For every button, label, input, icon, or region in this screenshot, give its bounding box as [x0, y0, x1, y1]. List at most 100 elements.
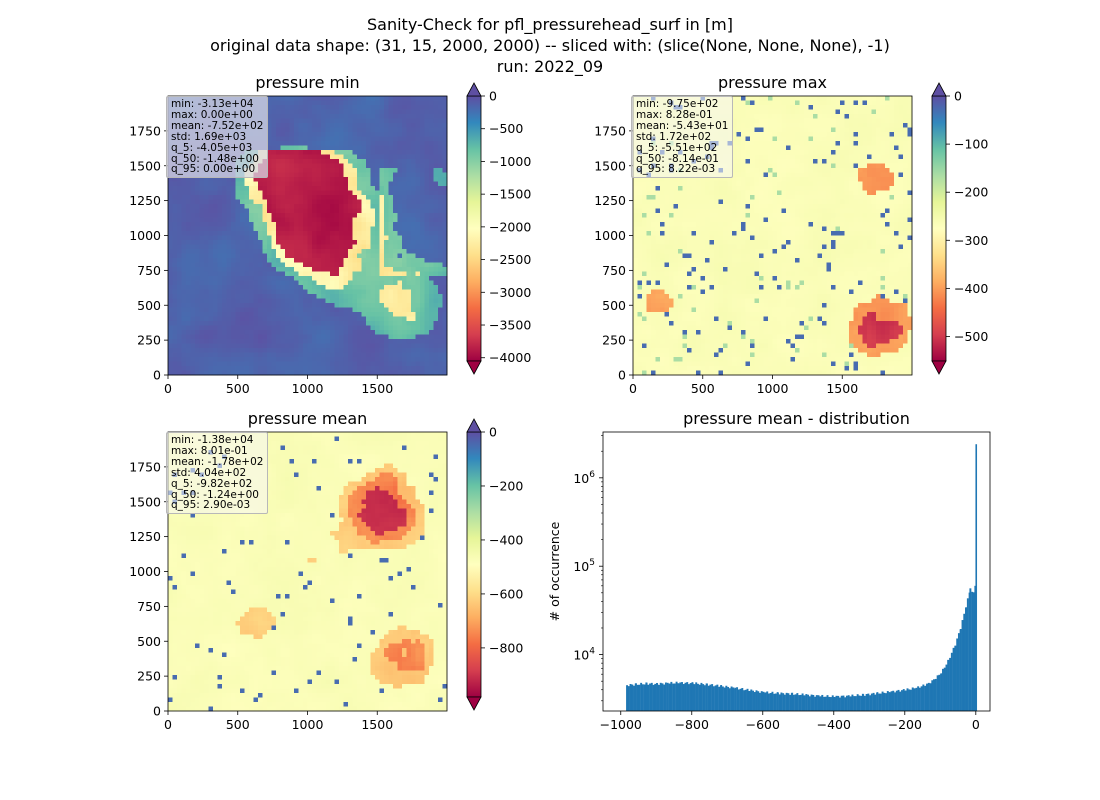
heatmap-cell — [235, 190, 241, 196]
heatmap-cell — [781, 159, 787, 164]
heatmap-cell — [307, 307, 313, 313]
heatmap-cell — [352, 321, 358, 326]
heatmap-cell — [222, 208, 227, 214]
heatmap-cell — [357, 235, 362, 241]
heatmap-cell — [889, 163, 895, 169]
heatmap-cell — [867, 163, 872, 169]
heatmap-cell — [379, 357, 385, 362]
heatmap-cell — [235, 244, 241, 250]
heatmap-cell — [213, 177, 218, 182]
heatmap-cell — [285, 271, 290, 277]
heatmap-cell — [411, 366, 416, 371]
heatmap-cell — [339, 370, 344, 376]
heatmap-cell — [813, 109, 818, 115]
heatmap-cell — [397, 226, 403, 232]
heatmap-cell — [244, 226, 250, 232]
heatmap-cell — [244, 181, 250, 187]
heatmap-cell — [172, 276, 178, 281]
heatmap-cell — [370, 235, 376, 241]
heatmap-cell — [199, 330, 205, 335]
heatmap-cell — [433, 316, 439, 322]
heatmap-cell — [804, 132, 809, 137]
heatmap-cell — [307, 253, 313, 259]
heatmap-cell — [424, 168, 430, 173]
heatmap-cell — [402, 271, 407, 277]
heatmap-cell — [894, 114, 899, 119]
heatmap-cell — [343, 96, 349, 101]
heatmap-cell — [208, 303, 214, 308]
heatmap-cell — [267, 289, 272, 295]
heatmap-cell — [384, 204, 389, 209]
heatmap-cell — [903, 163, 908, 169]
heatmap-cell — [424, 118, 430, 124]
heatmap-cell — [781, 127, 787, 133]
heatmap-cell — [429, 330, 434, 335]
heatmap-cell — [433, 145, 439, 151]
heatmap-cell — [858, 159, 863, 164]
heatmap-cell — [894, 127, 899, 133]
heatmap-cell — [808, 114, 814, 119]
heatmap-cell — [357, 285, 362, 290]
heatmap-cell — [204, 357, 209, 362]
heatmap-cell — [271, 334, 277, 340]
heatmap-cell — [361, 262, 367, 268]
heatmap-cell — [795, 118, 800, 124]
heatmap-cell — [186, 366, 191, 371]
heatmap-cell — [177, 307, 182, 313]
heatmap-cell — [298, 249, 304, 254]
heatmap-cell — [754, 136, 760, 142]
heatmap-cell — [294, 231, 299, 236]
heatmap-cell — [285, 177, 290, 182]
heatmap-cell — [442, 226, 448, 232]
heatmap-cell — [411, 109, 416, 115]
heatmap-cell — [876, 136, 881, 142]
heatmap-cell — [903, 123, 908, 128]
heatmap-cell — [357, 168, 362, 173]
heatmap-cell — [849, 154, 854, 160]
heatmap-cell — [334, 307, 340, 313]
heatmap-cell — [222, 357, 227, 362]
heatmap-cell — [790, 109, 796, 115]
heatmap-cell — [217, 348, 223, 353]
heatmap-cell — [438, 177, 443, 182]
heatmap-cell — [438, 123, 443, 128]
heatmap-cell — [357, 249, 362, 254]
heatmap-cell — [226, 303, 232, 308]
heatmap-cell — [442, 307, 448, 313]
heatmap-cell — [235, 334, 241, 340]
heatmap-cell — [880, 105, 886, 110]
heatmap-cell — [388, 352, 394, 358]
heatmap-cell — [438, 262, 443, 268]
heatmap-cell — [741, 145, 746, 151]
heatmap-cell — [393, 114, 398, 119]
heatmap-cell — [235, 366, 241, 371]
heatmap-cell — [795, 127, 800, 133]
heatmap-cell — [231, 321, 236, 326]
heatmap-cell — [240, 213, 245, 218]
heatmap-cell — [433, 285, 439, 290]
heatmap-cell — [759, 109, 764, 115]
heatmap-cell — [267, 334, 272, 340]
heatmap-cell — [366, 280, 371, 286]
heatmap-cell — [334, 240, 340, 245]
heatmap-cell — [303, 145, 308, 151]
heatmap-cell — [321, 168, 326, 173]
heatmap-cell — [388, 285, 394, 290]
heatmap-cell — [361, 136, 367, 142]
heatmap-cell — [276, 96, 281, 101]
heatmap-cell — [411, 208, 416, 214]
heatmap-cell — [339, 235, 344, 241]
heatmap-cell — [303, 105, 308, 110]
heatmap-cell — [321, 195, 326, 200]
heatmap-cell — [406, 195, 412, 200]
heatmap-cell — [876, 150, 881, 155]
heatmap-cell — [817, 150, 823, 155]
heatmap-cell — [424, 262, 430, 268]
heatmap-cell — [168, 186, 173, 191]
heatmap-cell — [790, 127, 796, 133]
heatmap-cell — [433, 231, 439, 236]
heatmap-cell — [808, 109, 814, 115]
heatmap-cell — [339, 262, 344, 268]
heatmap-cell — [366, 262, 371, 268]
heatmap-cell — [388, 231, 394, 236]
